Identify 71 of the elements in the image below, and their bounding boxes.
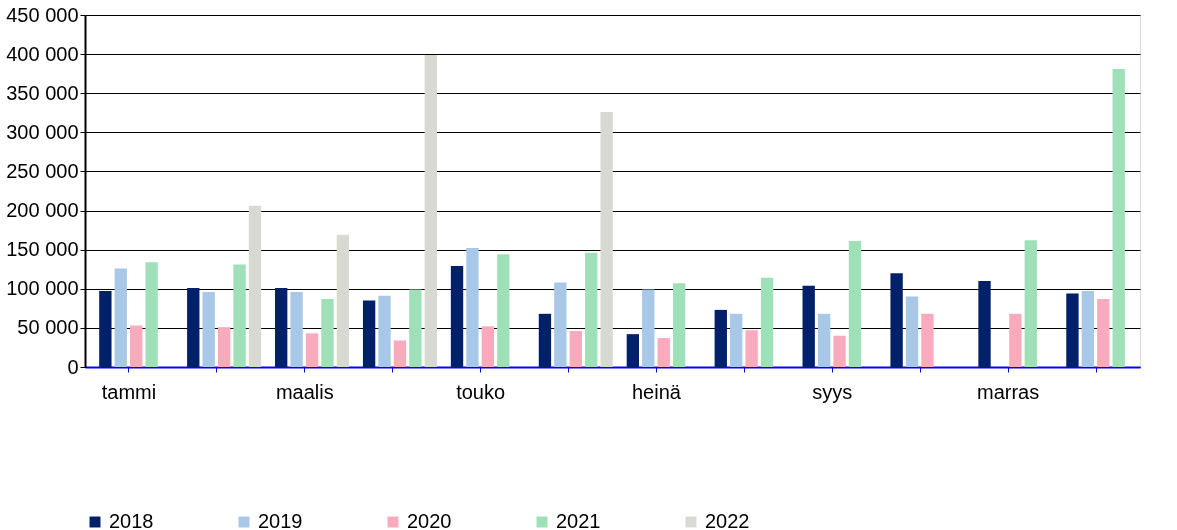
bar <box>409 289 422 367</box>
bar <box>275 288 288 367</box>
legend-label: 2018 <box>109 510 154 530</box>
bar <box>233 264 246 367</box>
x-tick-label: touko <box>456 380 506 403</box>
bar <box>450 266 464 367</box>
bar <box>569 331 582 367</box>
x-tick-label: marras <box>977 380 1040 403</box>
bar <box>714 309 727 367</box>
legend-label: 2022 <box>705 510 750 530</box>
bar <box>1081 291 1095 367</box>
x-tick-label: heinä <box>631 380 682 403</box>
legend-label: 2019 <box>258 510 303 530</box>
bar <box>833 335 846 367</box>
bar <box>745 330 758 367</box>
y-tick-label: 450 000 <box>6 3 79 26</box>
bar <box>202 291 215 367</box>
bar <box>760 277 774 367</box>
bar <box>217 327 231 367</box>
bar <box>890 273 903 367</box>
x-tick-label: syys <box>812 380 853 403</box>
bar <box>130 325 143 367</box>
y-tick-label: 350 000 <box>6 81 79 104</box>
bar <box>145 262 158 367</box>
bar <box>554 282 567 367</box>
bar <box>336 234 350 367</box>
y-tick-label: 200 000 <box>6 199 79 222</box>
bar <box>817 313 831 367</box>
bar <box>1009 313 1022 367</box>
bar <box>1112 68 1125 367</box>
bar <box>393 340 407 367</box>
bar <box>905 296 919 367</box>
bar <box>424 54 437 367</box>
bar <box>321 298 334 367</box>
bar <box>248 205 262 367</box>
y-tick-label: 150 000 <box>6 238 79 261</box>
bar <box>585 252 598 367</box>
y-tick-label: 300 000 <box>6 120 79 143</box>
bar <box>378 295 391 367</box>
bar <box>672 283 686 367</box>
bar <box>657 338 670 367</box>
y-tick-label: 400 000 <box>6 42 79 65</box>
bar <box>99 291 112 367</box>
bar <box>497 254 510 367</box>
bar <box>290 291 303 367</box>
bar <box>187 288 200 367</box>
legend-label: 2021 <box>556 510 601 530</box>
y-tick-label: 0 <box>67 355 79 378</box>
bar <box>978 280 991 367</box>
bar <box>642 289 655 367</box>
bar <box>730 313 743 367</box>
bar <box>848 241 862 367</box>
y-tick-label: 250 000 <box>6 159 79 182</box>
x-tick-label: tammi <box>101 380 157 403</box>
y-tick-label: 100 000 <box>6 277 79 300</box>
bar <box>538 313 552 367</box>
bar <box>1024 240 1037 367</box>
bar <box>1097 298 1110 367</box>
x-tick-label: maalis <box>275 380 334 403</box>
legend-label: 2020 <box>407 510 452 530</box>
bar <box>466 248 479 367</box>
bar <box>802 285 815 367</box>
bar <box>626 334 640 367</box>
bar <box>481 326 495 367</box>
bar <box>305 333 319 367</box>
bar <box>921 313 934 367</box>
bar <box>114 268 127 367</box>
y-tick-label: 50 000 <box>17 316 79 339</box>
bar <box>362 300 376 367</box>
bar <box>600 112 613 367</box>
bar <box>1066 293 1079 367</box>
